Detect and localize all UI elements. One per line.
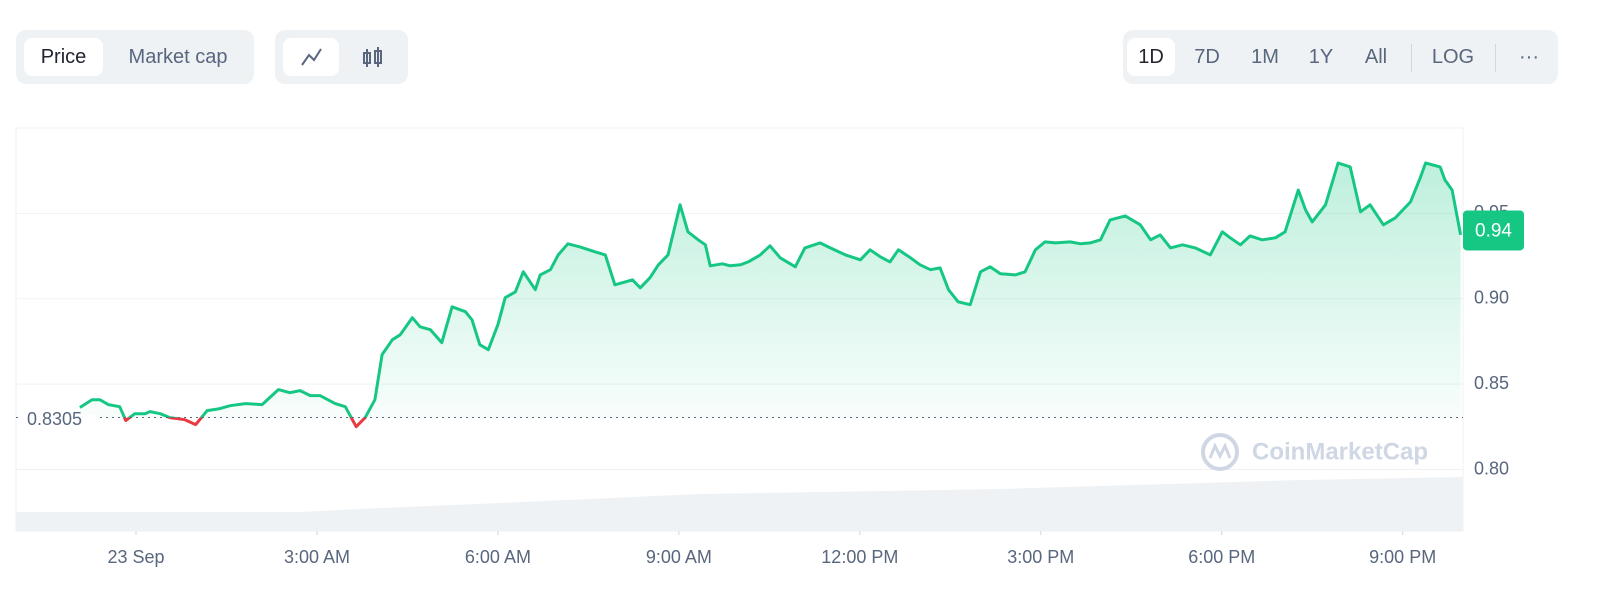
line-chart-button[interactable] xyxy=(283,38,339,76)
price-badge xyxy=(1463,210,1524,251)
x-tick-label: 9:00 PM xyxy=(1369,547,1436,567)
tab-button[interactable]: Price xyxy=(24,38,103,76)
range-button[interactable]: 1M xyxy=(1251,46,1279,68)
line-icon xyxy=(301,48,322,66)
x-tick-label: 9:00 AM xyxy=(646,547,712,567)
price-line-below xyxy=(122,417,367,429)
range-button[interactable]: 1Y xyxy=(1308,46,1334,68)
y-tick-label: 0.80 xyxy=(1474,458,1509,478)
tab-button[interactable]: Market cap xyxy=(128,46,228,68)
y-tick-label: 0.95 xyxy=(1474,202,1509,222)
watermark-text: CoinMarketCap xyxy=(1252,438,1428,465)
x-tick-label: 23 Sep xyxy=(107,547,164,567)
price-area xyxy=(79,163,1461,418)
watermark: CoinMarketCap xyxy=(1201,433,1428,471)
range-button[interactable]: All xyxy=(1364,46,1388,68)
volume-backdrop xyxy=(16,477,1463,531)
price-badge-label: 0.94 xyxy=(1475,220,1512,241)
more-button[interactable]: ··· xyxy=(1519,46,1539,68)
x-tick-label: 3:00 AM xyxy=(284,547,350,567)
range-button[interactable]: 7D xyxy=(1194,46,1220,68)
x-tick-label: 6:00 AM xyxy=(465,547,531,567)
log-button[interactable]: LOG xyxy=(1431,46,1475,68)
range-button[interactable]: 1D xyxy=(1127,38,1175,76)
candle-icon xyxy=(363,47,382,67)
reference-label: 0.8305 xyxy=(27,409,82,429)
x-tick-label: 3:00 PM xyxy=(1007,547,1074,567)
y-tick-label: 0.85 xyxy=(1474,373,1509,393)
y-tick-label: 0.90 xyxy=(1474,288,1509,308)
divider xyxy=(1411,44,1412,72)
range-tabs xyxy=(1123,30,1558,84)
divider xyxy=(1495,44,1496,72)
price-line xyxy=(79,161,1463,418)
plot-frame xyxy=(15,127,1464,532)
x-tick-label: 12:00 PM xyxy=(821,547,898,567)
reference-label-bg xyxy=(20,414,96,421)
x-tick-label: 6:00 PM xyxy=(1188,547,1255,567)
candle-chart-button[interactable] xyxy=(345,38,401,76)
